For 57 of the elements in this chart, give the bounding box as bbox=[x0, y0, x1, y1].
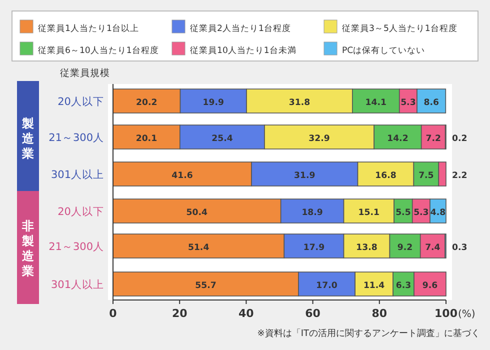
data-label: 51.4 bbox=[188, 243, 210, 253]
data-label: 17.9 bbox=[303, 243, 325, 253]
text: 従業員規模 bbox=[60, 67, 110, 79]
y-tick-label: 301人以上 bbox=[50, 278, 104, 291]
data-label: 25.4 bbox=[212, 134, 233, 144]
legend-label: 従業員3～5人当たり1台程度 bbox=[342, 23, 458, 34]
data-label: 6.3 bbox=[396, 281, 412, 291]
data-label: 14.2 bbox=[387, 134, 408, 144]
data-label: 55.7 bbox=[195, 281, 216, 291]
legend-label: PCは保有していない bbox=[342, 45, 426, 56]
x-tick-label: 60 bbox=[305, 307, 321, 320]
data-label: 7.2 bbox=[426, 134, 441, 144]
data-label: 0.3 bbox=[452, 243, 468, 253]
data-label: 9.6 bbox=[422, 281, 438, 291]
data-label: 31.8 bbox=[288, 98, 310, 108]
x-tick-label: 20 bbox=[172, 307, 188, 320]
data-label: 41.6 bbox=[172, 171, 193, 181]
legend-label: 従業員6～10人当たり1台程度 bbox=[38, 45, 159, 56]
data-label: 0.2 bbox=[452, 134, 468, 144]
data-label: 15.1 bbox=[358, 208, 380, 218]
y-tick-label: 21～300人 bbox=[48, 241, 104, 253]
data-label: 7.4 bbox=[425, 243, 440, 253]
text: 非製造業 bbox=[21, 219, 35, 278]
y-tick-label: 20人以下 bbox=[58, 205, 104, 218]
data-label: 4.8 bbox=[430, 208, 446, 218]
data-label: 13.8 bbox=[356, 243, 378, 253]
data-label: 11.4 bbox=[363, 281, 385, 291]
data-label: 17.0 bbox=[316, 281, 338, 291]
data-label: 20.2 bbox=[136, 98, 158, 108]
data-label: 32.9 bbox=[308, 134, 330, 144]
data-label: 14.1 bbox=[365, 98, 387, 108]
y-tick-label: 21～300人 bbox=[48, 132, 104, 144]
data-label: 9.2 bbox=[397, 243, 413, 253]
text: ※資料は「ITの活用に関するアンケート調査」に基づく bbox=[257, 328, 480, 339]
legend-label: 従業員10人当たり1台未満 bbox=[190, 45, 296, 56]
x-tick-label: 0 bbox=[109, 307, 118, 320]
data-label: 5.3 bbox=[414, 208, 429, 218]
x-tick-label: 100 bbox=[434, 307, 458, 320]
data-label: 5.5 bbox=[396, 208, 411, 218]
legend-label: 従業員2人当たり1台程度 bbox=[190, 23, 291, 34]
data-label: 5.3 bbox=[400, 98, 416, 108]
data-label: 20.1 bbox=[136, 134, 158, 144]
data-label: 31.9 bbox=[294, 171, 316, 181]
data-label: 50.4 bbox=[186, 208, 208, 218]
data-label: 18.9 bbox=[302, 208, 323, 218]
x-tick-label: 40 bbox=[238, 307, 254, 320]
data-label: 16.8 bbox=[375, 171, 396, 181]
text: 製造業 bbox=[21, 116, 35, 160]
y-tick-label: 301人以上 bbox=[50, 168, 104, 181]
data-label: 8.6 bbox=[424, 98, 439, 108]
data-label: 7.5 bbox=[418, 171, 434, 181]
data-label: 2.2 bbox=[452, 171, 468, 181]
data-label: 19.9 bbox=[202, 98, 224, 108]
x-axis-title: (%) bbox=[458, 309, 476, 320]
legend-label: 従業員1人当たり1台以上 bbox=[38, 23, 139, 34]
y-tick-label: 20人以下 bbox=[58, 95, 104, 108]
x-tick-label: 80 bbox=[372, 307, 388, 320]
